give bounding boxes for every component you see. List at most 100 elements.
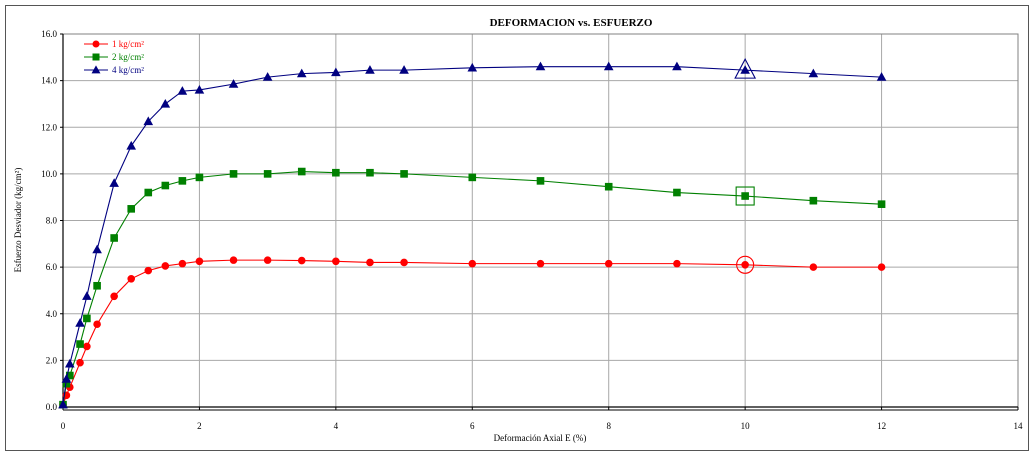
x-tick-label: 6: [470, 421, 475, 431]
data-point: [161, 181, 170, 190]
data-point: [177, 86, 188, 95]
data-point: [296, 68, 307, 78]
data-point: [228, 79, 239, 88]
y-tick-label: 2.0: [46, 355, 58, 365]
data-point: [110, 234, 118, 242]
data-point: [673, 188, 681, 197]
data-point: [93, 281, 101, 290]
peak-marker: [734, 57, 757, 79]
data-point: [877, 200, 886, 208]
data-point: [178, 177, 187, 185]
data-point: [144, 266, 153, 275]
data-point: [297, 167, 306, 176]
legend-marker: [92, 53, 100, 61]
data-point: [194, 84, 205, 94]
y-tick-label: 12.0: [41, 122, 57, 132]
data-point: [536, 177, 545, 185]
data-point: [809, 196, 818, 205]
x-axis-ticks: 0 2 4 6 8 10 12 14: [61, 407, 1023, 431]
data-point: [809, 263, 818, 271]
y-tick-label: 16.0: [41, 29, 57, 39]
data-point: [127, 205, 136, 213]
data-point: [365, 65, 375, 74]
grid: [62, 33, 1019, 408]
y-tick-label: 10.0: [41, 169, 57, 179]
data-point: [366, 258, 374, 267]
data-point: [92, 244, 102, 254]
data-point: [604, 182, 613, 191]
data-point: [297, 256, 306, 265]
series-3: [58, 57, 887, 409]
data-point: [161, 262, 170, 270]
data-point: [61, 374, 72, 383]
legend-label: 4 kg/cm²: [112, 65, 144, 75]
y-axis-ticks: 0.0 2.0 4.0 6.0 8.0 10.0 12.0 14.0 16.0: [41, 29, 63, 412]
data-point: [58, 399, 68, 409]
legend-marker: [91, 65, 101, 74]
data-point: [76, 358, 84, 367]
data-point: [808, 68, 819, 78]
data-point: [672, 61, 682, 71]
data-point: [262, 72, 273, 81]
data-point: [468, 259, 477, 268]
data-point: [332, 257, 340, 266]
data-point: [109, 178, 119, 187]
x-tick-label: 10: [741, 421, 751, 431]
data-point: [127, 274, 136, 283]
y-tick-label: 0.0: [46, 402, 58, 412]
data-point: [110, 292, 118, 301]
chart-title: DEFORMACION vs. ESFUERZO: [490, 17, 653, 29]
data-point: [332, 168, 340, 177]
y-tick-label: 4.0: [46, 309, 58, 319]
y-tick-label: 14.0: [41, 76, 57, 86]
data-point: [144, 188, 153, 197]
x-axis-label: Deformación Axial E (%): [494, 433, 587, 443]
y-axis-label: Esfuerzo Desviador (kg/cm²): [13, 168, 23, 273]
x-tick-label: 12: [877, 421, 886, 431]
y-tick-label: 8.0: [46, 216, 58, 226]
data-point: [740, 65, 750, 74]
data-point: [673, 259, 681, 268]
data-point: [741, 192, 749, 200]
data-point: [366, 168, 374, 177]
data-point: [876, 72, 887, 81]
data-point: [83, 314, 91, 323]
series-2: [59, 167, 886, 409]
data-point: [399, 65, 409, 74]
data-point: [604, 259, 613, 268]
data-point: [75, 318, 85, 327]
data-point: [536, 259, 545, 268]
data-point: [263, 256, 272, 264]
data-point: [76, 340, 84, 348]
data-point: [83, 342, 91, 351]
data-point: [877, 263, 886, 271]
data-point: [93, 320, 101, 329]
series-1: [59, 255, 886, 409]
peak-marker: [736, 255, 755, 274]
data-point: [400, 170, 408, 178]
data-point: [160, 98, 171, 108]
data-point: [195, 257, 204, 266]
data-point: [229, 256, 238, 264]
data-point: [331, 67, 341, 77]
legend-marker: [92, 40, 100, 48]
data-point: [535, 61, 546, 71]
x-tick-label: 14: [1014, 421, 1024, 431]
x-tick-label: 0: [61, 421, 66, 431]
data-point: [400, 258, 408, 267]
data-point: [65, 358, 75, 368]
legend-label: 2 kg/cm²: [112, 52, 144, 62]
data-point: [467, 62, 478, 72]
data-point: [126, 140, 137, 150]
series-group: [58, 57, 887, 409]
x-tick-label: 8: [606, 421, 611, 431]
data-point: [195, 173, 204, 182]
data-point: [468, 173, 477, 182]
legend: 1 kg/cm² 2 kg/cm² 4 kg/cm²: [84, 39, 144, 75]
data-point: [741, 260, 749, 269]
data-point: [178, 259, 187, 268]
data-point: [143, 116, 154, 126]
data-point: [82, 291, 92, 300]
y-tick-label: 6.0: [46, 262, 58, 272]
